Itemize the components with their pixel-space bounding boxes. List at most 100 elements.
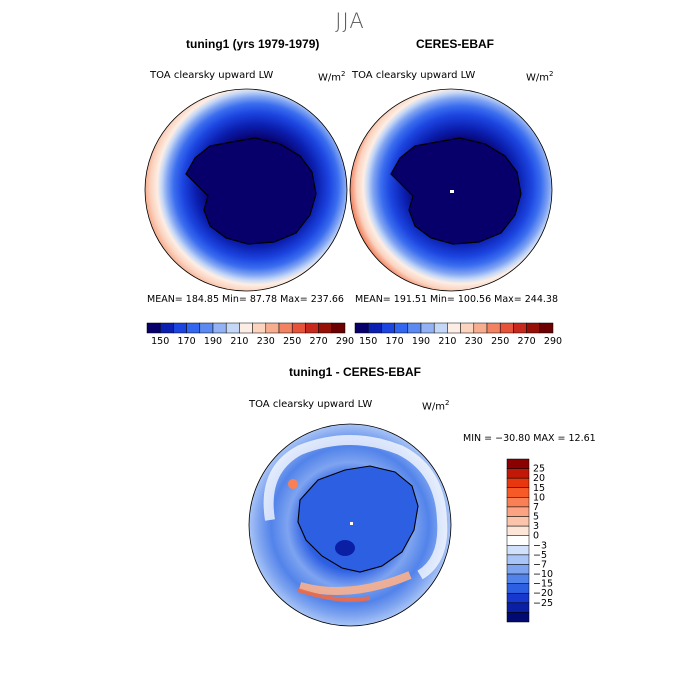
colorbar-swatch <box>186 322 201 334</box>
colorbar-swatch <box>499 322 514 334</box>
panel-1-units: W/m2 <box>318 70 346 84</box>
colorbar-tick-label: 150 <box>151 336 169 347</box>
colorbar-swatch <box>433 322 448 334</box>
colorbar-tick-label: 0 <box>533 531 539 542</box>
colorbar-swatch <box>506 602 530 613</box>
colorbar-swatch <box>460 322 475 334</box>
colorbar-tick-label: 25 <box>533 464 545 475</box>
colorbar-swatch <box>513 322 527 334</box>
colorbar-tick-label: −7 <box>533 559 547 570</box>
colorbar-swatch <box>473 322 488 334</box>
colorbar-swatch <box>291 322 306 334</box>
colorbar-tick-label: 290 <box>336 336 354 347</box>
colorbar-tick-label: 190 <box>412 336 430 347</box>
colorbar-swatch <box>394 322 409 334</box>
colorbar-panel-2: 150 170 190 210 230 250 270 290 <box>354 322 562 347</box>
colorbar-tick-label: 290 <box>544 336 562 347</box>
panel-2-map <box>349 88 553 292</box>
panel-1-stats: MEAN= 184.85 Min= 87.78 Max= 237.66 <box>147 294 344 305</box>
colorbar-swatch <box>239 322 253 334</box>
colorbar-swatch <box>305 322 319 334</box>
colorbar-swatch <box>173 322 187 334</box>
colorbar-swatch <box>506 487 530 498</box>
colorbar-swatch <box>506 458 530 469</box>
colorbar-tick-label: −15 <box>533 579 553 590</box>
colorbar-tick-label: 170 <box>386 336 404 347</box>
colorbar-swatch <box>506 612 530 623</box>
colorbar-tick-label: 190 <box>204 336 222 347</box>
colorbar-swatch <box>265 322 280 334</box>
colorbar-swatch <box>381 322 395 334</box>
colorbar-swatch <box>159 322 174 334</box>
colorbar-swatch <box>225 322 240 334</box>
difference-variable: TOA clearsky upward LW <box>249 399 373 410</box>
colorbar-tick-label: 250 <box>491 336 509 347</box>
season-title: JJA <box>335 9 365 33</box>
colorbar-swatch <box>447 322 461 334</box>
difference-units: W/m2 <box>422 399 450 413</box>
colorbar-tick-label: −3 <box>533 540 547 551</box>
colorbar-swatch <box>526 322 541 334</box>
colorbar-tick-label: −10 <box>533 569 553 580</box>
colorbar-tick-label: 15 <box>533 483 545 494</box>
colorbar-swatch <box>252 322 267 334</box>
colorbar-tick-label: 3 <box>533 521 539 532</box>
colorbar-swatch <box>354 322 369 334</box>
colorbar-swatch <box>506 592 530 604</box>
colorbar-tick-label: 7 <box>533 502 539 513</box>
colorbar-swatch <box>506 497 530 508</box>
colorbar-tick-label: −20 <box>533 588 553 599</box>
colorbar-tick-label: −25 <box>533 598 553 609</box>
colorbar-swatch <box>506 525 530 536</box>
colorbar-swatch <box>331 322 346 334</box>
colorbar-swatch <box>506 516 530 527</box>
colorbar-panel-1: 150 170 190 210 230 250 270 290 <box>146 322 354 347</box>
panel-1-title: tuning1 (yrs 1979-1979) <box>186 37 320 51</box>
panel-1-map <box>144 88 348 292</box>
colorbar-swatch <box>506 477 530 489</box>
panel-2-title: CERES-EBAF <box>416 37 495 51</box>
colorbar-swatch <box>506 583 530 594</box>
colorbar-swatch <box>212 322 227 334</box>
difference-title: tuning1 - CERES-EBAF <box>289 365 421 379</box>
colorbar-tick-label: 230 <box>257 336 275 347</box>
panel-2-units: W/m2 <box>526 70 554 84</box>
colorbar-swatch <box>407 322 422 334</box>
antarctica-outline-1 <box>185 137 317 245</box>
colorbar-tick-label: 270 <box>518 336 536 347</box>
colorbar-tick-label: 270 <box>310 336 328 347</box>
colorbar-tick-label: 230 <box>465 336 483 347</box>
colorbar-swatch <box>506 468 530 479</box>
colorbar-swatch <box>318 322 333 334</box>
colorbar-swatch <box>506 554 530 565</box>
difference-minmax: MIN = −30.80 MAX = 12.61 <box>463 433 596 444</box>
colorbar-swatch <box>506 535 530 546</box>
colorbar-swatch <box>486 322 501 334</box>
colorbar-tick-label: 170 <box>178 336 196 347</box>
colorbar-swatch <box>539 322 554 334</box>
colorbar-swatch <box>506 573 530 584</box>
panel-2-stats: MEAN= 191.51 Min= 100.56 Max= 244.38 <box>355 294 559 305</box>
colorbar-swatch <box>146 322 161 334</box>
antarctica-outline-diff <box>297 465 419 573</box>
panel-2-variable: TOA clearsky upward LW <box>352 70 476 81</box>
colorbar-tick-label: 250 <box>283 336 301 347</box>
colorbar-tick-label: 150 <box>359 336 377 347</box>
colorbar-swatch <box>506 545 530 556</box>
colorbar-swatch <box>278 322 293 334</box>
colorbar-swatch <box>420 322 435 334</box>
panel-1-variable: TOA clearsky upward LW <box>150 70 274 81</box>
colorbar-tick-label: 210 <box>438 336 456 347</box>
colorbar-tick-label: −5 <box>533 550 547 561</box>
difference-map <box>248 423 452 627</box>
antarctica-outline-2 <box>390 137 522 245</box>
colorbar-swatch <box>367 322 382 334</box>
colorbar-tick-label: 210 <box>230 336 248 347</box>
colorbar-tick-label: 10 <box>533 492 545 503</box>
colorbar-swatch <box>506 564 530 575</box>
colorbar-swatch <box>506 506 530 517</box>
colorbar-tick-label: 20 <box>533 473 545 484</box>
colorbar-tick-label: 5 <box>533 512 539 523</box>
